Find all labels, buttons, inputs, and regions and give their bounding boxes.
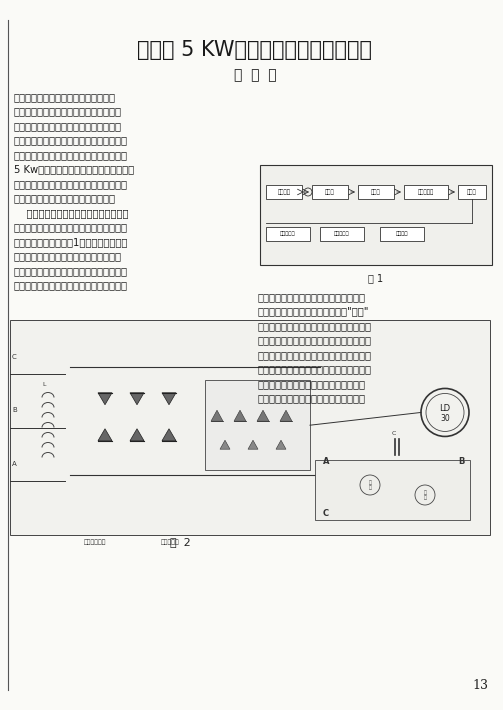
Polygon shape xyxy=(130,393,144,405)
Polygon shape xyxy=(211,410,223,421)
Bar xyxy=(10,320,490,535)
Bar xyxy=(315,460,470,520)
Text: 触发器: 触发器 xyxy=(371,189,381,195)
Text: B: B xyxy=(12,408,17,413)
Text: 得的。本文介绍笔者参加设计制作过的一台: 得的。本文介绍笔者参加设计制作过的一台 xyxy=(14,150,128,160)
Text: C: C xyxy=(12,354,17,360)
Text: 给，为了提高调速精度，消除因电网电压波: 给，为了提高调速精度，消除因电网电压波 xyxy=(14,266,128,276)
Text: 发器输出的触发脉冲的相位。当触发脉冲相: 发器输出的触发脉冲的相位。当触发脉冲相 xyxy=(258,364,372,374)
Text: LD: LD xyxy=(440,404,451,413)
Text: 这套装置主要由可控整流、放大器、触: 这套装置主要由可控整流、放大器、触 xyxy=(14,208,128,218)
Text: 电流正反馈: 电流正反馈 xyxy=(160,539,180,545)
Text: 电
机: 电 机 xyxy=(424,490,427,501)
Text: 止负反馈讯号）。放大器的输出电压控制触: 止负反馈讯号）。放大器的输出电压控制触 xyxy=(258,350,372,360)
Polygon shape xyxy=(276,440,286,449)
Text: 发器、测速负反馈、过电流截止负反馈几部: 发器、测速负反馈、过电流截止负反馈几部 xyxy=(14,222,128,232)
Text: 电流反馈: 电流反馈 xyxy=(396,231,408,236)
Bar xyxy=(320,227,364,241)
Bar xyxy=(266,185,302,199)
Polygon shape xyxy=(98,429,112,441)
Bar xyxy=(205,380,310,470)
Text: 知，直流电动机的电源由可控硅整流器供: 知，直流电动机的电源由可控硅整流器供 xyxy=(14,251,122,261)
Text: 动或负载变化等制发因素的影响，在电路中: 动或负载变化等制发因素的影响，在电路中 xyxy=(14,280,128,290)
Text: 中。直流电动机所需的直流电源一般是将: 中。直流电动机所需的直流电源一般是将 xyxy=(14,121,122,131)
Text: 实验用 5 KW直流电动机无级调速装置: 实验用 5 KW直流电动机无级调速装置 xyxy=(137,40,373,60)
Polygon shape xyxy=(162,393,176,405)
Text: 位发生变化时，可控硅整流器的输出电压: 位发生变化时，可控硅整流器的输出电压 xyxy=(258,379,366,389)
Text: 30: 30 xyxy=(440,414,450,423)
Text: 过电流保护: 过电流保护 xyxy=(334,231,350,236)
Polygon shape xyxy=(248,440,258,449)
Polygon shape xyxy=(162,429,176,441)
Text: 合而成（在发生过电流情况时还有过电流截: 合而成（在发生过电流情况时还有过电流截 xyxy=(258,336,372,346)
Polygon shape xyxy=(220,440,230,449)
Polygon shape xyxy=(234,410,246,421)
Text: 给定电压: 给定电压 xyxy=(278,189,291,195)
Text: 图  2: 图 2 xyxy=(170,537,190,547)
Text: B: B xyxy=(458,457,464,466)
Text: 测速运反反馈: 测速运反反馈 xyxy=(84,539,106,545)
Bar xyxy=(358,185,394,199)
Bar xyxy=(380,227,424,241)
Text: 分组成。其方框图如图1所示。由方框图可: 分组成。其方框图如图1所示。由方框图可 xyxy=(14,237,128,247)
Bar xyxy=(458,185,486,199)
Text: A: A xyxy=(12,462,17,467)
Bar xyxy=(266,227,310,241)
Text: 微  亚  特: 微 亚 特 xyxy=(234,68,276,82)
Text: 讲解或学生学习三相可控整整流之用。: 讲解或学生学习三相可控整整流之用。 xyxy=(14,194,116,204)
Text: L: L xyxy=(42,381,45,386)
Polygon shape xyxy=(257,410,269,421)
Bar xyxy=(312,185,348,199)
Text: 放大器: 放大器 xyxy=(325,189,335,195)
Text: 测速负反馈: 测速负反馈 xyxy=(280,231,296,236)
Text: 目前广泛使用在需要宽广范围调速的机械: 目前广泛使用在需要宽广范围调速的机械 xyxy=(14,106,122,116)
Bar xyxy=(260,165,492,265)
Text: 由于直流电动机具有良好的调速性能，: 由于直流电动机具有良好的调速性能， xyxy=(14,92,116,102)
Text: 引入了各种反馈讯号组成自动调节闭环系: 引入了各种反馈讯号组成自动调节闭环系 xyxy=(258,292,366,302)
Text: 讯号、测速负反馈讯号、电流正反馈讯号综: 讯号、测速负反馈讯号、电流正反馈讯号综 xyxy=(258,321,372,331)
Text: 电
机: 电 机 xyxy=(369,479,371,491)
Text: 也随着变化，因而电动机的转速也发生相: 也随着变化，因而电动机的转速也发生相 xyxy=(258,393,366,403)
Text: 13: 13 xyxy=(472,679,488,692)
Polygon shape xyxy=(98,393,112,405)
Text: 统。放大器的输入讯号系由人为的"给定": 统。放大器的输入讯号系由人为的"给定" xyxy=(258,307,370,317)
Bar xyxy=(404,185,448,199)
Polygon shape xyxy=(280,410,292,421)
Text: A: A xyxy=(323,457,329,466)
Text: C: C xyxy=(392,432,396,437)
Text: 电动机: 电动机 xyxy=(467,189,477,195)
Text: 图 1: 图 1 xyxy=(368,273,384,283)
Text: 电网供给的交流电经整流器整流为直流而获: 电网供给的交流电经整流器整流为直流而获 xyxy=(14,136,128,146)
Text: C: C xyxy=(323,509,329,518)
Polygon shape xyxy=(130,429,144,441)
Text: 可控整流器: 可控整流器 xyxy=(418,189,434,195)
Text: 供实验室作直流电动机的电源，也可供教师: 供实验室作直流电动机的电源，也可供教师 xyxy=(14,179,128,189)
Text: 5 Kw直流电动机无级调速装置。该装置可: 5 Kw直流电动机无级调速装置。该装置可 xyxy=(14,165,134,175)
